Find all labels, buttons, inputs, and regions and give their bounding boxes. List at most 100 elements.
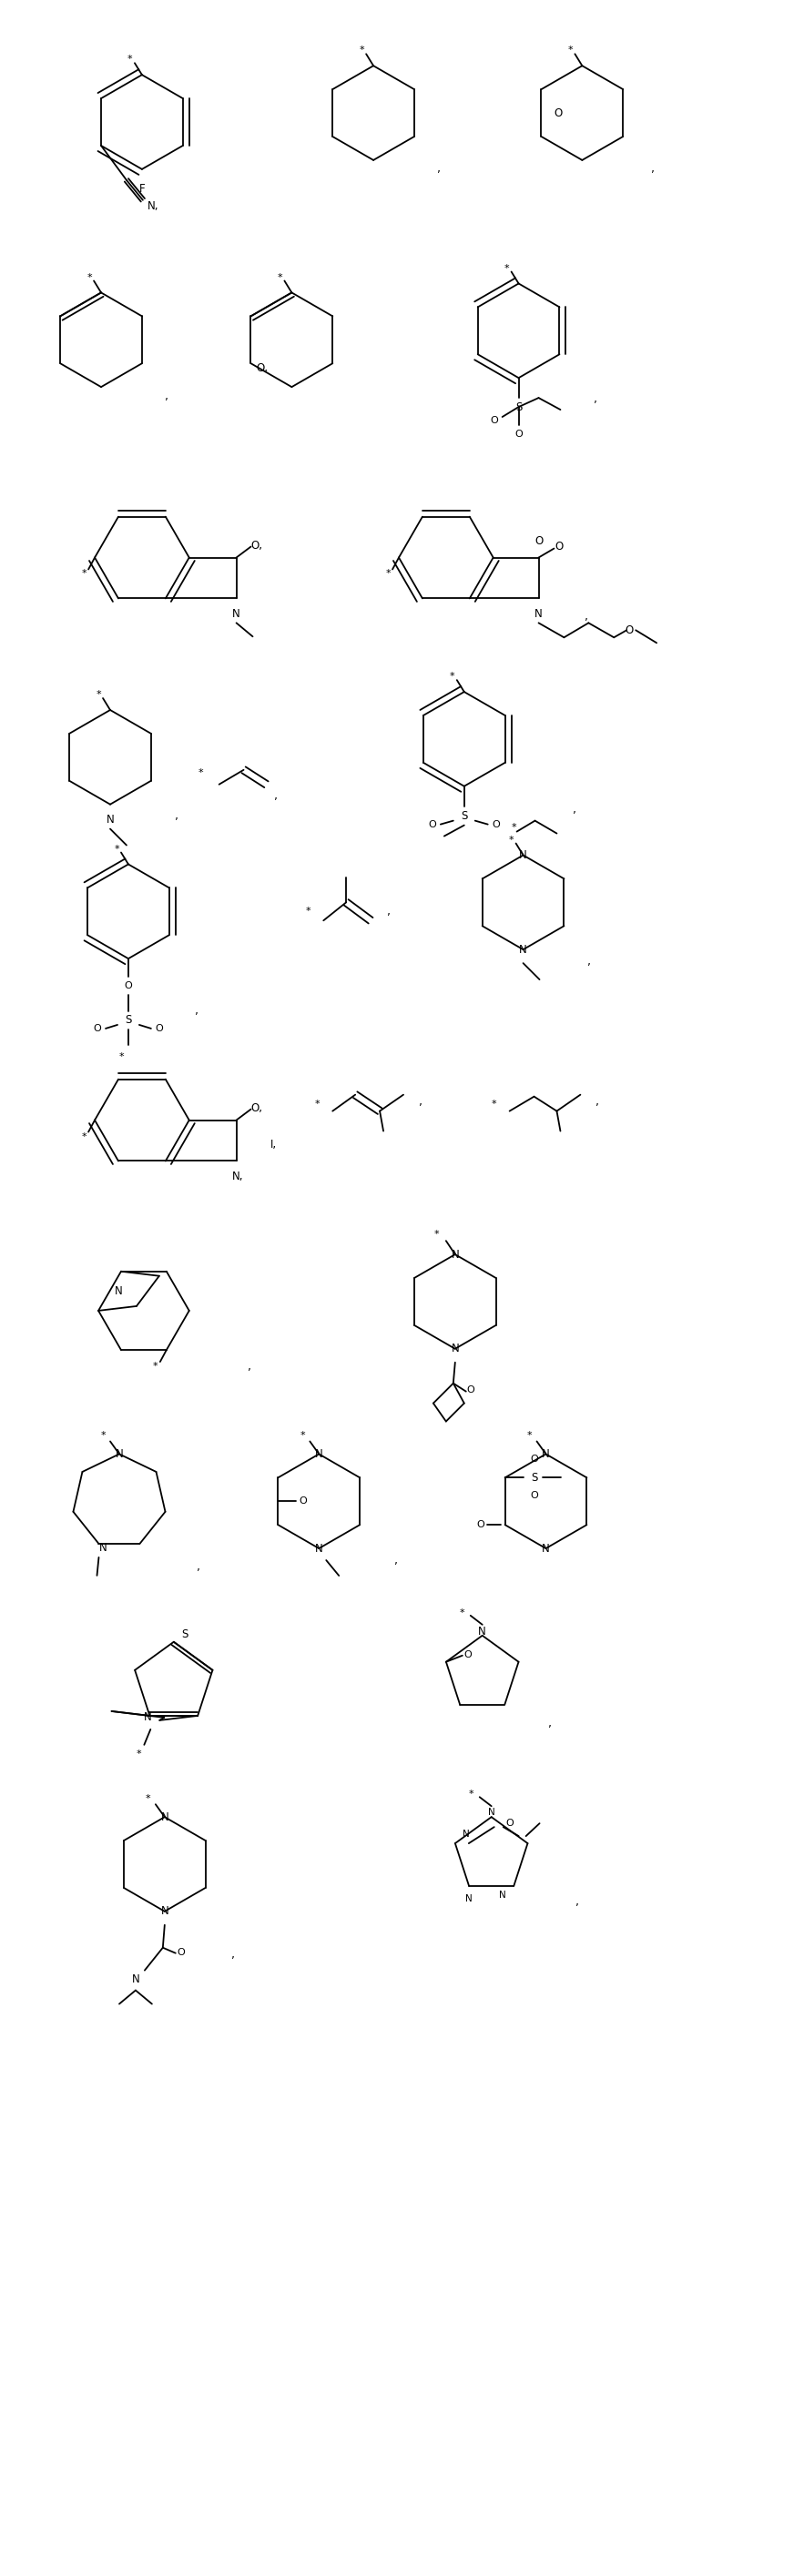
Text: ,: , (419, 1095, 422, 1108)
Text: *: * (491, 1100, 497, 1108)
Text: *: * (153, 1363, 158, 1370)
Text: N: N (488, 1808, 495, 1816)
Text: ,: , (576, 1896, 580, 1909)
Text: *: * (314, 1100, 320, 1108)
Text: *: * (306, 907, 310, 917)
Text: ,: , (165, 389, 168, 402)
Text: ,: , (596, 1095, 600, 1108)
Text: ,: , (651, 162, 654, 175)
Text: O: O (298, 1497, 306, 1507)
Text: O,: O, (256, 363, 268, 374)
Text: *: * (359, 46, 364, 54)
Text: O: O (477, 1520, 485, 1530)
Text: O: O (466, 1386, 474, 1394)
Text: N: N (100, 1543, 107, 1553)
Text: ,: , (573, 804, 576, 817)
Text: O: O (515, 430, 523, 438)
Text: O: O (125, 981, 133, 989)
Text: N: N (542, 1543, 550, 1553)
Text: N: N (466, 1893, 473, 1904)
Text: *: * (300, 1432, 306, 1440)
Text: *: * (81, 1131, 86, 1141)
Text: N: N (161, 1906, 169, 1917)
Text: *: * (434, 1229, 440, 1239)
Text: N: N (535, 608, 543, 621)
Text: S: S (181, 1628, 188, 1641)
Text: *: * (136, 1749, 142, 1759)
Text: S: S (515, 402, 522, 412)
Text: ,: , (585, 611, 589, 623)
Text: S: S (531, 1471, 537, 1484)
Text: N: N (232, 608, 240, 621)
Text: N: N (451, 1249, 459, 1260)
Text: *: * (460, 1607, 465, 1618)
Text: N: N (451, 1342, 459, 1355)
Text: *: * (87, 273, 92, 281)
Text: *: * (469, 1790, 474, 1798)
Text: N: N (161, 1811, 169, 1824)
Text: O: O (155, 1023, 163, 1033)
Text: N: N (315, 1543, 323, 1553)
Text: N: N (462, 1829, 470, 1839)
Text: O: O (626, 623, 634, 636)
Text: ,: , (548, 1718, 552, 1728)
Text: O: O (490, 415, 498, 425)
Text: *: * (199, 768, 203, 778)
Text: O: O (535, 536, 543, 546)
Text: ,: , (274, 791, 278, 801)
Text: *: * (509, 835, 514, 845)
Text: ,: , (174, 811, 178, 822)
Text: *: * (527, 1432, 532, 1440)
Text: *: * (96, 690, 101, 698)
Text: N: N (115, 1448, 123, 1461)
Text: ,: , (231, 1950, 235, 1960)
Text: N: N (542, 1448, 550, 1461)
Text: O: O (492, 819, 500, 829)
Text: ,: , (437, 162, 441, 175)
Text: *: * (118, 1051, 124, 1061)
Text: N: N (478, 1625, 486, 1638)
Text: O: O (554, 108, 563, 118)
Text: O: O (177, 1947, 185, 1958)
Text: ,: , (196, 1561, 200, 1571)
Text: N: N (315, 1448, 323, 1461)
Text: N: N (519, 850, 527, 860)
Text: *: * (511, 822, 517, 832)
Text: N: N (519, 943, 527, 956)
Text: S: S (461, 811, 468, 822)
Text: *: * (128, 54, 133, 64)
Text: N: N (499, 1891, 507, 1899)
Text: *: * (568, 46, 573, 54)
Text: O: O (556, 541, 564, 554)
Text: ,: , (588, 956, 591, 966)
Text: *: * (277, 273, 282, 281)
Text: O,: O, (250, 541, 262, 551)
Text: *: * (146, 1795, 151, 1803)
Text: *: * (81, 569, 86, 580)
Text: O: O (93, 1023, 101, 1033)
Text: O: O (506, 1819, 514, 1829)
Text: O,: O, (250, 1103, 262, 1115)
Text: *: * (385, 569, 391, 580)
Text: ,: , (195, 1005, 199, 1018)
Text: N: N (106, 814, 114, 827)
Text: O: O (530, 1455, 538, 1463)
Text: *: * (114, 845, 119, 853)
Text: O: O (530, 1492, 538, 1499)
Text: ,: , (594, 394, 597, 404)
Text: ,: , (394, 1553, 398, 1566)
Text: F: F (139, 183, 145, 196)
Text: *: * (449, 672, 455, 680)
Text: *: * (504, 263, 510, 273)
Text: ,: , (248, 1360, 251, 1373)
Text: I,: I, (270, 1139, 277, 1151)
Text: *: * (100, 1432, 105, 1440)
Text: O: O (429, 819, 437, 829)
Text: N: N (144, 1710, 152, 1723)
Text: O: O (464, 1651, 472, 1659)
Text: N: N (132, 1973, 140, 1986)
Text: S: S (125, 1015, 132, 1025)
Text: ,: , (387, 907, 391, 917)
Text: N: N (114, 1285, 122, 1296)
Text: N,: N, (147, 201, 158, 211)
